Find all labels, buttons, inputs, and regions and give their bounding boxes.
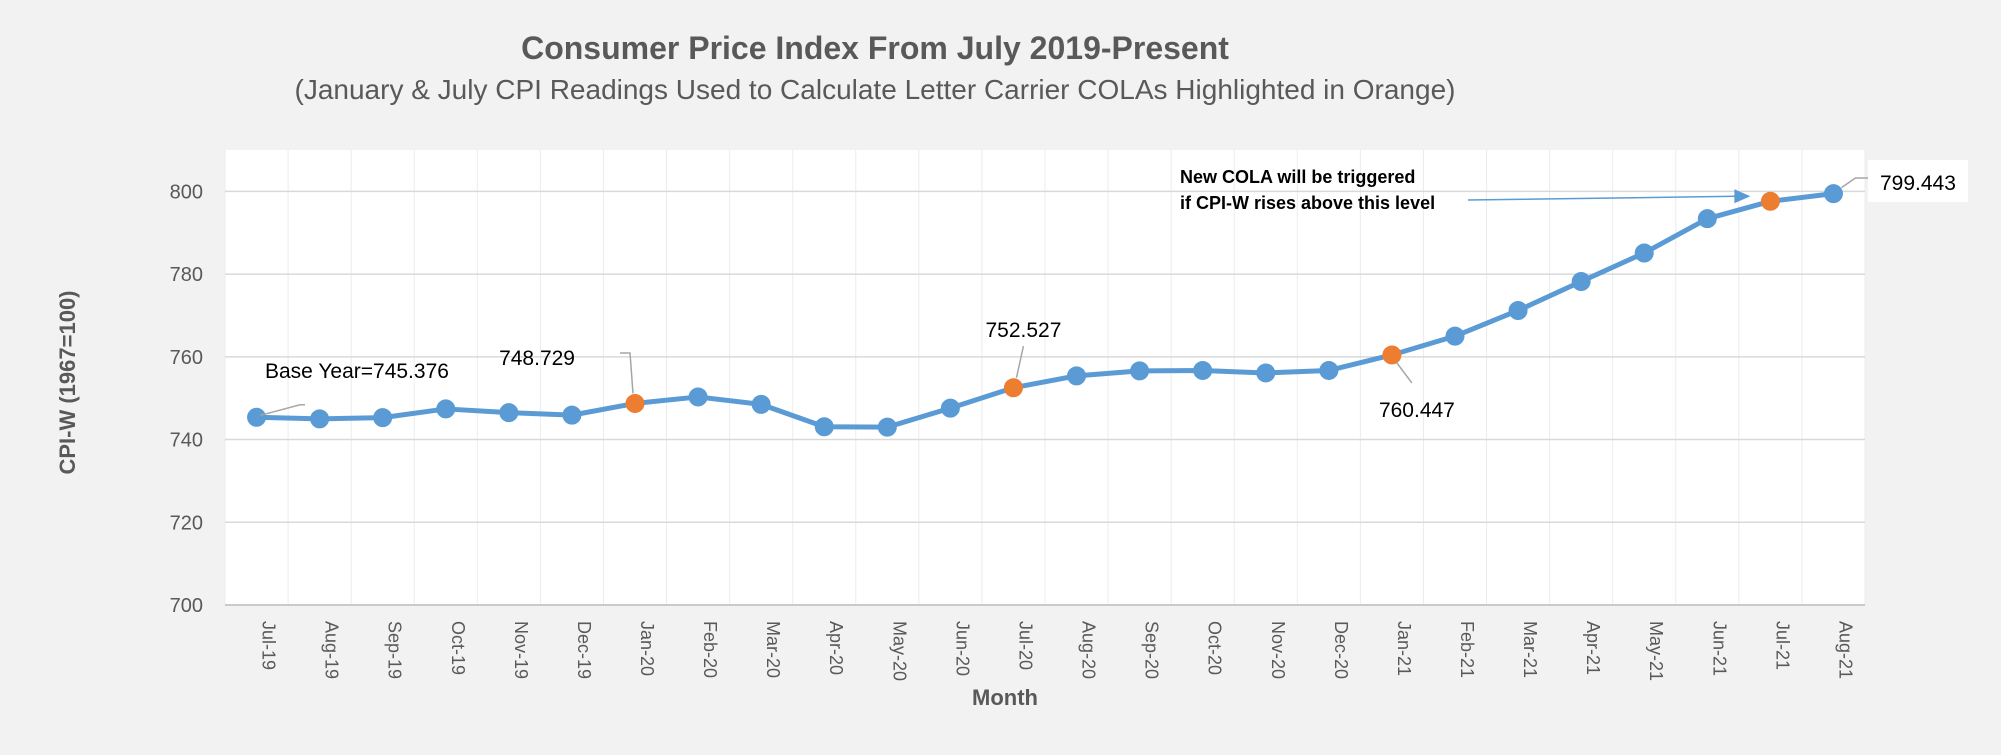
y-tick-label: 720 (170, 512, 203, 534)
x-tick-label: Dec-20 (1331, 621, 1351, 679)
y-tick-label: 800 (170, 181, 203, 203)
data-point (877, 417, 897, 437)
x-tick-label: Jul-20 (1015, 621, 1035, 670)
x-tick-label: Feb-21 (1457, 621, 1477, 678)
data-label: 799.443 (1880, 172, 1956, 195)
x-tick-label: Oct-19 (448, 621, 468, 675)
x-tick-label: Mar-21 (1520, 621, 1540, 678)
highlighted-data-point (1003, 378, 1023, 398)
y-tick-label: 700 (170, 595, 203, 617)
x-tick-label: Jul-19 (259, 621, 279, 670)
callout-text: New COLA will be triggered (1180, 167, 1415, 187)
data-point (1508, 300, 1528, 320)
leader-line (260, 404, 305, 417)
x-tick-label: Sep-19 (385, 621, 405, 679)
x-tick-label: Apr-21 (1583, 621, 1603, 675)
data-point (1697, 209, 1717, 229)
data-point (436, 399, 456, 419)
leader-line (1396, 362, 1413, 384)
x-tick-label: Oct-20 (1205, 621, 1225, 675)
data-point (1193, 360, 1213, 380)
data-point (814, 417, 834, 437)
callout-text: if CPI-W rises above this level (1180, 193, 1435, 213)
series-line (254, 191, 1836, 430)
highlighted-data-point (1760, 191, 1780, 211)
y-tick-label: 740 (170, 430, 203, 452)
x-axis-title: Month (972, 685, 1038, 710)
data-point (1445, 326, 1465, 346)
x-tick-label: Jan-20 (637, 621, 657, 676)
y-axis-title: CPI-W (1967=100) (55, 290, 80, 474)
data-point (1319, 360, 1339, 380)
data-point (940, 398, 960, 418)
x-tick-label: May-21 (1646, 621, 1666, 681)
x-tick-label: Aug-20 (1079, 621, 1099, 679)
leader-line (620, 352, 634, 394)
highlighted-data-point (1382, 345, 1402, 365)
data-point (1067, 366, 1087, 386)
data-point (499, 403, 519, 423)
data-label-box (1868, 160, 1968, 202)
x-tick-label: Feb-20 (700, 621, 720, 678)
data-point (1256, 363, 1276, 383)
callout-arrow-line (1467, 195, 1737, 201)
x-tick-label: Sep-20 (1142, 621, 1162, 679)
leader-line (1015, 345, 1025, 378)
chart-title: Consumer Price Index From July 2019-Pres… (521, 30, 1229, 66)
data-point (688, 387, 708, 407)
x-tick-label: Aug-21 (1835, 621, 1855, 679)
x-tick-label: Jun-21 (1709, 621, 1729, 676)
chart-subtitle: (January & July CPI Readings Used to Cal… (294, 74, 1456, 105)
data-point (751, 394, 771, 414)
x-tick-label: Jul-21 (1772, 621, 1792, 670)
x-tick-label: Jun-20 (952, 621, 972, 676)
data-point (1634, 243, 1654, 263)
x-tick-label: Jan-21 (1394, 621, 1414, 676)
data-label: 760.447 (1379, 399, 1455, 422)
y-tick-label: 760 (170, 347, 203, 369)
data-point (373, 408, 393, 428)
x-tick-label: Dec-19 (574, 621, 594, 679)
data-point (1823, 184, 1843, 204)
data-point (247, 407, 267, 427)
data-label: Base Year=745.376 (265, 360, 449, 383)
x-tick-label: Aug-19 (322, 621, 342, 679)
callout-arrowhead (1734, 189, 1751, 204)
data-point (1571, 272, 1591, 292)
x-tick-label: May-20 (889, 621, 909, 681)
x-tick-label: Apr-20 (826, 621, 846, 675)
data-point (1130, 361, 1150, 381)
leader-line (1841, 177, 1868, 189)
y-tick-label: 780 (170, 264, 203, 286)
x-tick-label: Mar-20 (763, 621, 783, 678)
data-label: 752.527 (986, 319, 1062, 342)
data-point (562, 405, 582, 425)
x-tick-label: Nov-20 (1268, 621, 1288, 679)
x-tick-label: Nov-19 (511, 621, 531, 679)
data-label: 748.729 (499, 347, 575, 370)
highlighted-data-point (625, 393, 645, 413)
data-point (310, 409, 330, 429)
